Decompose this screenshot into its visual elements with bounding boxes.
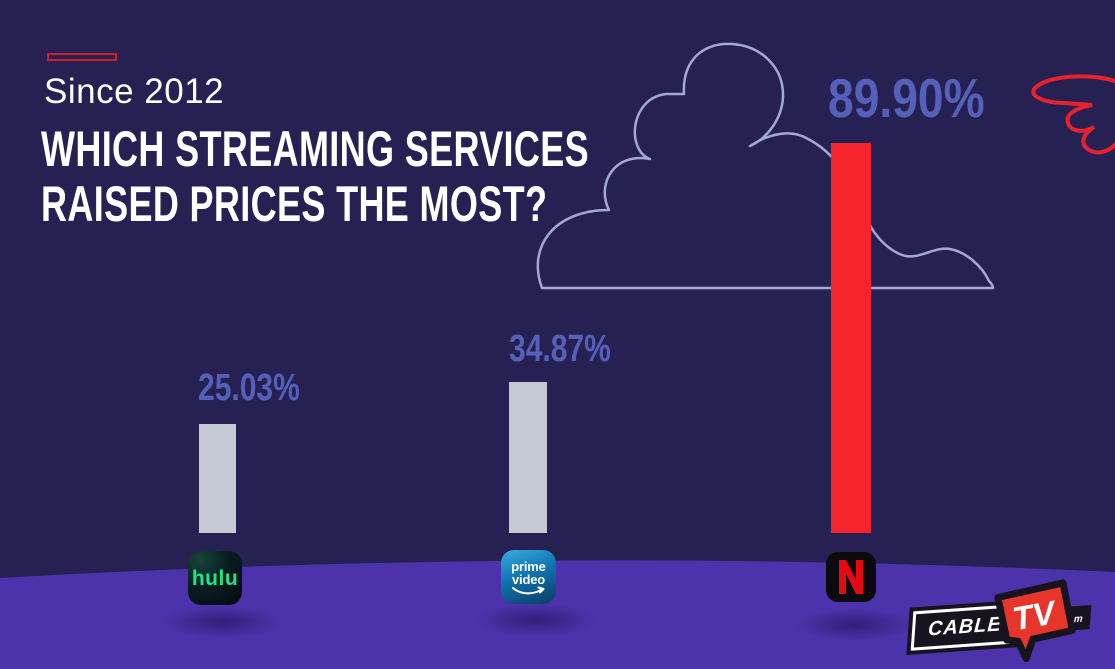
prime-video-bar [509,382,547,533]
prime-video-value-label: 34.87% [509,328,611,370]
netflix-bar [831,143,871,533]
cabletv-logo: CABLE .com TV [903,578,1108,669]
netflix-logo-icon [826,552,876,602]
hulu-wordmark: hulu [191,566,239,590]
page-title-line2: RAISED PRICES THE MOST? [41,176,548,232]
prime-video-logo-icon: prime video [501,550,556,604]
netflix-n-icon [839,560,863,594]
netflix-value-label: 89.90% [828,67,985,129]
hulu-value-label: 25.03% [198,367,300,409]
hulu-icon-shadow [137,599,307,645]
title-accent-line [47,53,117,61]
prime-video-wordmark: prime video [511,559,546,587]
hulu-logo-icon: hulu [188,551,242,605]
amazon-smile-arrow-icon [511,586,544,595]
page-title-line1: WHICH STREAMING SERVICES [41,121,590,177]
hulu-bar [199,424,236,533]
cabletv-tv-bubble: TV [994,579,1076,663]
page-title: WHICH STREAMING SERVICES RAISED PRICES T… [41,122,589,232]
subtitle-text: Since 2012 [44,72,225,111]
